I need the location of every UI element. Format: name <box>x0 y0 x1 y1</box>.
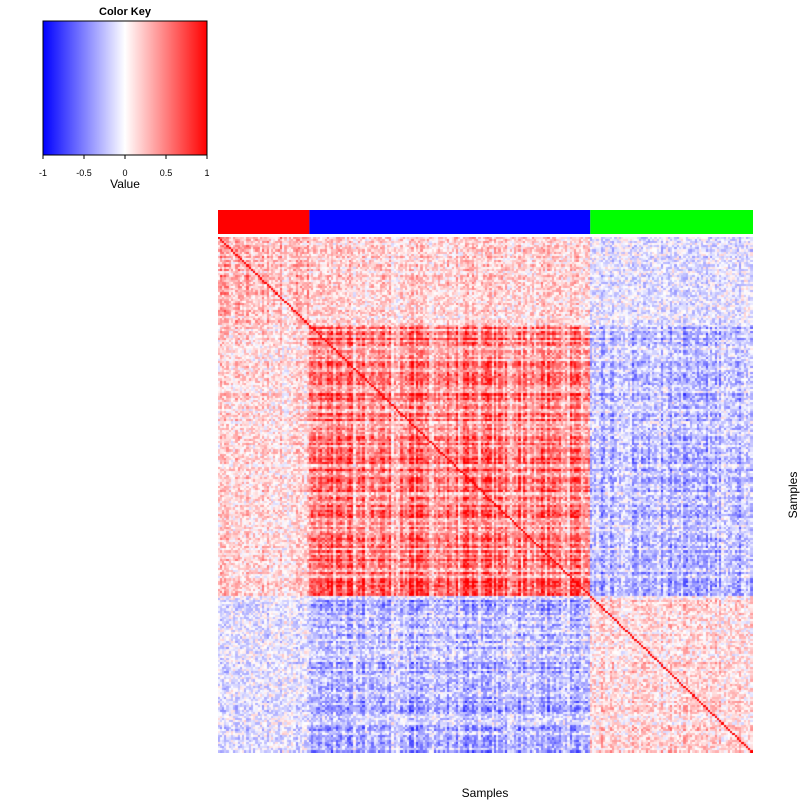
color-key-tick-label: 0.5 <box>160 168 173 178</box>
color-key-tick-label: 0 <box>122 168 127 178</box>
color-key: Color Key -1 -0.5 0 0.5 1 Value <box>39 6 210 191</box>
group-bar-group-1 <box>218 210 310 234</box>
color-key-tick-label: 1 <box>204 168 209 178</box>
heatmap-matrix <box>218 237 753 753</box>
color-key-axis: -1 -0.5 0 0.5 1 <box>39 154 210 178</box>
group-bar-group-3 <box>590 210 753 234</box>
group-bar-group-2 <box>309 210 591 234</box>
color-key-title: Color Key <box>99 6 152 18</box>
color-key-xlabel: Value <box>110 177 140 191</box>
color-key-tick-label: -0.5 <box>76 168 92 178</box>
color-key-gradient <box>42 20 208 156</box>
color-key-tick-label: -1 <box>39 168 47 178</box>
x-axis-label: Samples <box>462 786 509 800</box>
group-color-bar <box>218 210 753 234</box>
y-axis-label: Samples <box>786 472 800 519</box>
